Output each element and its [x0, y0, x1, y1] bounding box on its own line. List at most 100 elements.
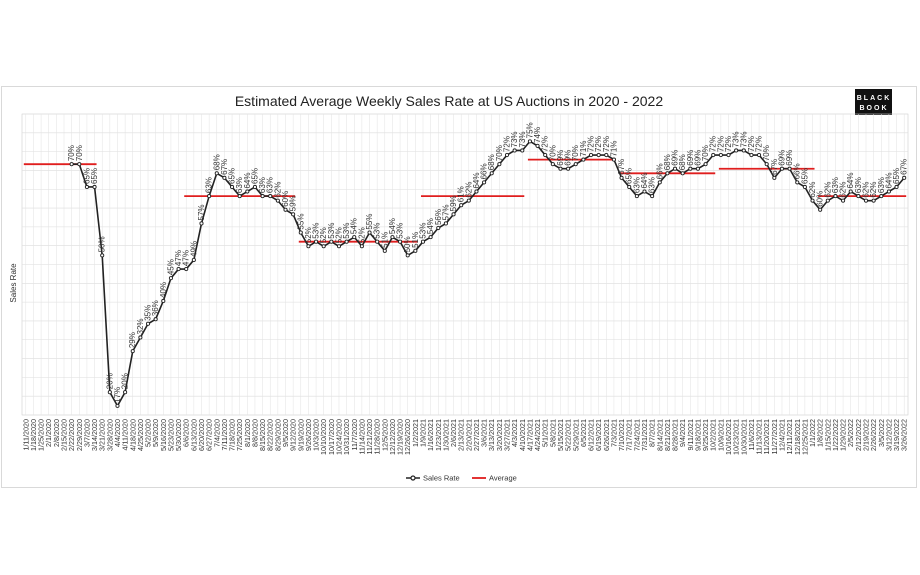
sales-rate-line — [71, 140, 905, 407]
logo-line-1: BLACK — [857, 95, 892, 102]
data-point — [69, 162, 74, 167]
data-point — [627, 184, 632, 190]
x-tick-label: 7/17/2021 — [625, 419, 634, 451]
data-label: 63% — [854, 177, 863, 193]
data-point — [894, 184, 899, 190]
data-label: 72% — [709, 136, 718, 152]
data-point — [405, 253, 410, 258]
data-label: 47% — [174, 250, 183, 266]
x-tick-label: 3/12/2022 — [884, 419, 893, 451]
x-tick-label: 2/5/2022 — [846, 419, 855, 447]
x-tick-label: 11/27/2021 — [770, 419, 779, 454]
data-point — [283, 207, 288, 212]
legend: Sales Rate Average — [406, 474, 517, 483]
x-tick-label: 10/23/2021 — [732, 419, 741, 455]
x-tick-label: 10/17/2020 — [327, 419, 336, 455]
data-point — [749, 152, 754, 158]
x-tick-label: 10/24/2020 — [334, 419, 343, 455]
data-label: 54% — [350, 218, 359, 234]
data-point — [825, 198, 830, 203]
x-tick-label: 6/27/2020 — [205, 419, 214, 451]
data-label: 63% — [632, 177, 641, 193]
data-point — [466, 198, 471, 203]
legend-average-text: Average — [489, 474, 517, 483]
data-label: 64% — [884, 173, 893, 189]
data-point — [818, 207, 823, 212]
data-label: 65% — [250, 168, 259, 184]
data-label: 65% — [90, 168, 99, 184]
logo-badge: BLACK BOOK — [855, 89, 892, 115]
x-tick-label: 5/9/2020 — [151, 419, 160, 447]
data-point — [665, 171, 670, 176]
data-point — [711, 152, 716, 158]
data-label: 57% — [441, 204, 450, 220]
data-label: 53% — [373, 223, 382, 239]
data-label: 62% — [808, 182, 817, 198]
data-label: 65% — [800, 168, 809, 184]
x-tick-label: 3/7/2020 — [82, 419, 91, 447]
data-point — [153, 317, 158, 322]
data-point — [260, 194, 265, 199]
x-tick-label: 11/6/2021 — [747, 419, 756, 450]
data-point — [77, 162, 82, 167]
x-tick-label: 10/9/2021 — [716, 419, 725, 451]
x-tick-label: 8/29/2020 — [273, 419, 282, 451]
data-point — [199, 221, 204, 226]
x-tick-label: 2/22/2020 — [67, 419, 76, 451]
data-point — [650, 194, 655, 199]
data-label: 68% — [487, 154, 496, 170]
data-label: 53% — [342, 223, 351, 239]
x-tick-label: 5/30/2020 — [174, 419, 183, 451]
x-tick-label: 9/4/2021 — [678, 419, 687, 447]
data-label: 67% — [617, 159, 626, 175]
x-tick-label: 1/15/2022 — [823, 419, 832, 451]
data-label: 65% — [228, 168, 237, 184]
data-point — [168, 276, 173, 281]
data-point — [237, 194, 242, 199]
data-label: 50% — [403, 236, 412, 252]
data-point — [535, 143, 540, 148]
x-tick-label: 3/6/2021 — [480, 419, 489, 447]
data-label: 71% — [579, 141, 588, 157]
x-tick-label: 9/25/2021 — [701, 419, 710, 451]
data-label: 69% — [785, 150, 794, 166]
data-label: 20% — [121, 373, 130, 389]
data-label: 73% — [510, 131, 519, 147]
x-tick-label: 3/26/2022 — [900, 419, 909, 451]
data-label: 72% — [602, 136, 611, 152]
data-label: 72% — [747, 136, 756, 152]
data-point — [413, 248, 418, 253]
x-tick-label: 6/5/2021 — [579, 419, 588, 447]
data-point — [306, 244, 311, 249]
data-point — [787, 166, 792, 171]
data-point — [298, 230, 303, 235]
data-point — [291, 212, 296, 217]
data-point — [703, 162, 708, 167]
data-point — [176, 267, 181, 272]
data-label: 60% — [816, 191, 825, 207]
x-tick-label: 11/21/2020 — [365, 419, 374, 454]
data-point — [497, 162, 502, 167]
data-label: 74% — [533, 127, 542, 143]
x-tick-label: 6/26/2021 — [602, 419, 611, 451]
x-tick-label: 12/5/2020 — [380, 419, 389, 451]
x-tick-label: 1/23/2021 — [434, 419, 443, 451]
x-tick-label: 4/3/2021 — [510, 419, 519, 447]
x-tick-label: 7/4/2020 — [212, 419, 221, 447]
data-label: 54% — [388, 218, 397, 234]
data-point — [329, 239, 334, 244]
x-tick-label: 5/15/2021 — [556, 419, 565, 451]
data-label: 63% — [235, 177, 244, 193]
data-label: 66% — [480, 163, 489, 179]
x-tick-label: 8/1/2020 — [243, 419, 252, 447]
x-tick-label: 4/18/2020 — [128, 419, 137, 451]
x-tick-label: 8/15/2020 — [258, 419, 267, 451]
x-tick-label: 2/13/2021 — [457, 419, 466, 451]
data-point — [550, 162, 555, 167]
data-point — [688, 166, 693, 171]
data-label: 70% — [701, 145, 710, 161]
x-tick-label: 8/7/2021 — [648, 419, 657, 447]
data-label: 68% — [663, 154, 672, 170]
chart-svg: Estimated Average Weekly Sales Rate at U… — [9, 89, 909, 483]
y-axis-label: Sales Rate — [9, 263, 18, 303]
